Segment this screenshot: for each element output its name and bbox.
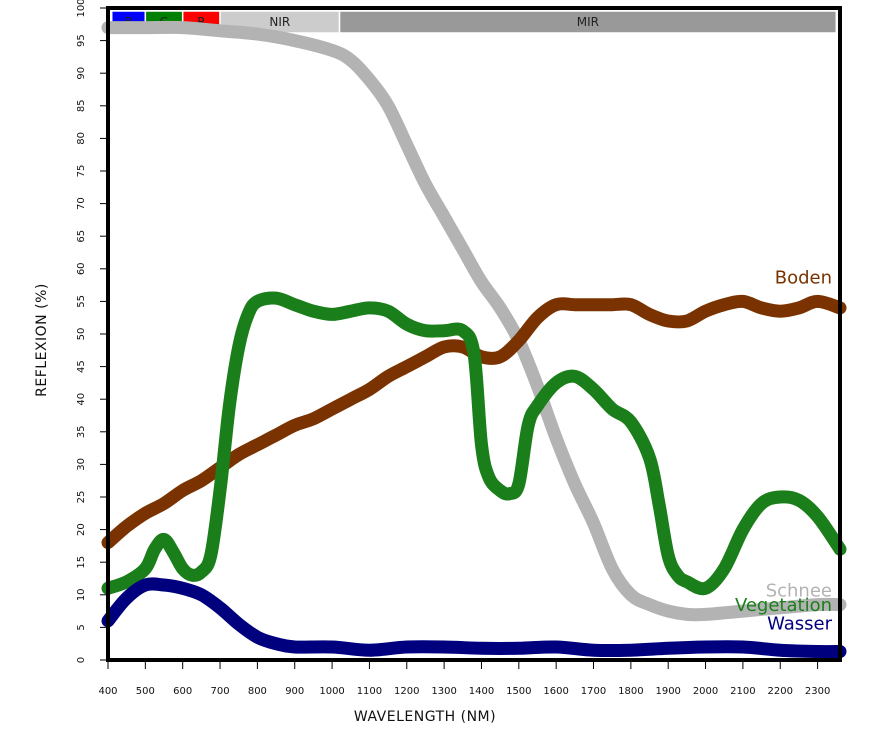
band-label-nir: NIR [269, 15, 290, 29]
band-label-r: R [197, 15, 205, 29]
series-line-wasser [101, 577, 847, 659]
x-tick-label: 1300 [431, 686, 456, 697]
x-tick-label: 1800 [618, 686, 643, 697]
x-tick-label: 500 [136, 686, 155, 697]
y-tick-label: 0 [76, 657, 87, 663]
y-axis-title: REFLEXION (%) [34, 283, 50, 397]
y-tick-label: 65 [76, 230, 87, 243]
y-tick-label: 70 [76, 197, 87, 210]
series-line-vegetation [101, 291, 847, 596]
series-line-schnee [101, 20, 847, 622]
series-label-schnee: Schnee [766, 581, 832, 602]
x-tick-label: 700 [210, 686, 229, 697]
x-tick-label: 2000 [693, 686, 718, 697]
x-tick-label: 2100 [730, 686, 755, 697]
band-label-mir: MIR [577, 15, 599, 29]
series-label-wasser: Wasser [767, 614, 833, 635]
y-axis: 0 5 10 15 20 25 30 35 40 45 50 55 60 65 70 75 80 85 90 95 10… [76, 0, 106, 663]
y-tick-label: 80 [76, 132, 87, 145]
y-tick-label: 5 [76, 624, 87, 630]
y-tick-label: 60 [76, 262, 87, 275]
y-tick-label: 95 [76, 34, 87, 47]
band-mir [338, 10, 838, 34]
x-tick-label: 1700 [581, 686, 606, 697]
x-axis: 400 500 600 700 800 900 1000 1100 1200 1300 1400 15… [98, 662, 830, 697]
y-tick-label: 40 [76, 393, 87, 406]
y-tick-label: 75 [76, 165, 87, 178]
x-tick-label: 600 [173, 686, 192, 697]
x-axis-title: WAVELENGTH (NM) [354, 709, 496, 725]
x-tick-label: 800 [248, 686, 267, 697]
series-label-boden: Boden [775, 267, 832, 288]
y-tick-label: 35 [76, 425, 87, 438]
y-tick-label: 55 [76, 295, 87, 308]
x-tick-label: 1500 [506, 686, 531, 697]
y-tick-label: 45 [76, 360, 87, 373]
y-tick-label: 85 [76, 99, 87, 112]
y-tick-label: 15 [76, 556, 87, 569]
series-layer [101, 20, 847, 659]
x-tick-label: 1900 [655, 686, 680, 697]
series-label-vegetation: Vegetation [735, 595, 832, 616]
x-tick-label: 1100 [357, 686, 382, 697]
x-tick-label: 2200 [768, 686, 793, 697]
x-tick-label: 1400 [469, 686, 494, 697]
y-tick-label: 20 [76, 523, 87, 536]
x-tick-label: 900 [285, 686, 304, 697]
y-tick-label: 90 [76, 67, 87, 80]
y-tick-label: 10 [76, 588, 87, 601]
y-tick-label: 50 [76, 328, 87, 341]
x-tick-label: 1000 [319, 686, 344, 697]
x-tick-label: 400 [98, 686, 117, 697]
x-tick-label: 1600 [543, 686, 568, 697]
y-tick-label: 30 [76, 458, 87, 471]
plot-frame [106, 6, 842, 662]
x-tick-label: 2300 [805, 686, 830, 697]
x-tick-label: 1200 [394, 686, 419, 697]
y-tick-label: 100 [76, 0, 87, 18]
y-tick-label: 25 [76, 491, 87, 504]
